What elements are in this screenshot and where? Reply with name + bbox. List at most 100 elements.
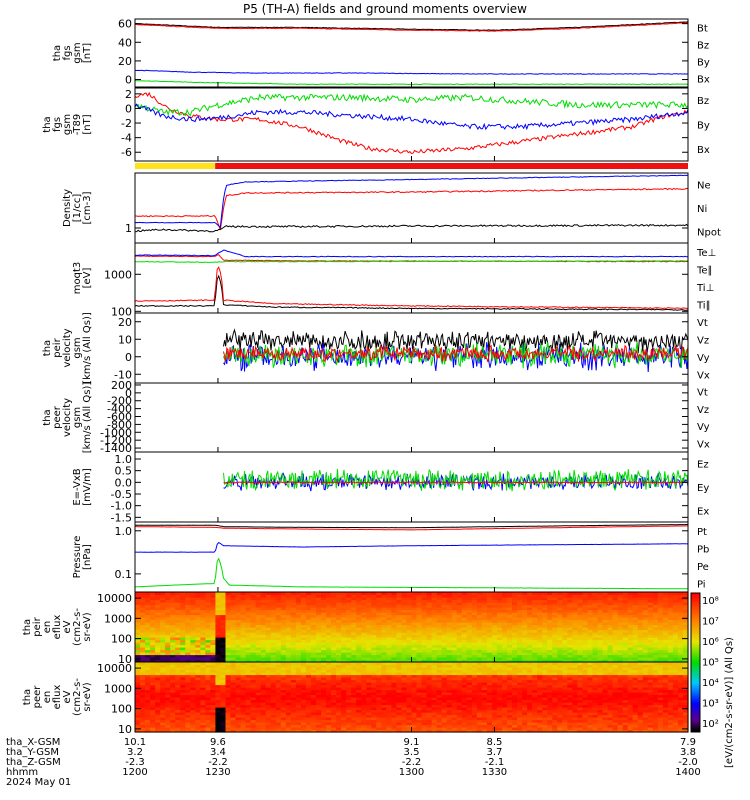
spectrogram-cell (662, 642, 669, 646)
ytick-label: 1.0 (115, 453, 133, 466)
spectrogram-cell (471, 629, 478, 633)
spectrogram-cell (381, 609, 387, 613)
spectrogram-cell (295, 717, 302, 721)
spectrogram-cell (416, 647, 423, 651)
spectrogram-cell (150, 602, 156, 606)
spectrogram-cell (185, 669, 191, 673)
spectrogram-cell (280, 647, 287, 651)
spectrogram-cell (416, 617, 423, 621)
spectrogram-cell (310, 712, 317, 716)
spectrogram-cell (180, 649, 186, 653)
spectrogram-cell (155, 664, 161, 668)
spectrogram-cell (240, 709, 247, 713)
spectrogram-cell (260, 707, 267, 711)
spectrogram-cell (140, 712, 146, 716)
spectrogram-cell (386, 627, 392, 631)
spectrogram-cell (215, 609, 222, 613)
spectrogram-cell (265, 674, 272, 678)
spectrogram-cell (491, 614, 498, 618)
spectrogram-cell (532, 634, 538, 638)
spectrogram-cell (160, 704, 166, 708)
ylabel: tha peir en eflux eV (cm2-s-sr-eV) (22, 608, 93, 646)
spectrogram-cell (300, 679, 307, 683)
spectrogram-cell (642, 637, 649, 641)
spectrogram-cell (250, 682, 257, 686)
spectrogram-cell (310, 627, 317, 631)
spectrogram-cell (376, 687, 382, 691)
spectrogram-cell (592, 604, 599, 608)
spectrogram-cell (235, 687, 242, 691)
spectrogram-cell (602, 657, 609, 661)
spectrogram-cell (165, 677, 171, 681)
spectrogram-cell (260, 617, 267, 621)
spectrogram-cell (220, 709, 227, 713)
spectrogram-cell (597, 607, 604, 611)
spectrogram-cell (491, 637, 498, 641)
spectrogram-cell (190, 684, 196, 688)
spectrogram-cell (170, 612, 176, 616)
spectrogram-cell (220, 617, 227, 621)
spectrogram-cell (170, 597, 176, 601)
spectrogram-cell (150, 704, 156, 708)
spectrogram-cell (321, 619, 327, 623)
spectrogram-cell (155, 682, 161, 686)
spectrogram-cell (466, 604, 473, 608)
spectrogram-cell (200, 724, 206, 728)
spectrogram-cell (542, 607, 548, 611)
ytick-label: 10000 (97, 592, 132, 605)
spectrogram-cell (376, 662, 382, 666)
spectrogram-cell (336, 664, 342, 668)
spectrogram-cell (331, 624, 337, 628)
spectrogram-cell (331, 684, 337, 688)
spectrogram-cell (381, 729, 387, 733)
spectrogram-cell (426, 599, 433, 603)
spectrogram-cell (195, 602, 201, 606)
spectrogram-cell (517, 622, 523, 626)
spectrogram-cell (456, 639, 463, 643)
spectrogram-cell (235, 624, 242, 628)
ylabel-line: -T89 (72, 114, 83, 136)
spectrogram-cell (406, 602, 413, 606)
spectrogram-cell (170, 634, 176, 638)
spectrogram-cell (225, 644, 232, 648)
spectrogram-cell (285, 684, 292, 688)
spectrogram-cell (391, 602, 398, 606)
spectrogram-cell (331, 604, 337, 608)
spectrogram-cell (421, 662, 428, 666)
spectrogram-cell (240, 604, 247, 608)
spectrogram-cell (305, 654, 312, 658)
spectrogram-cell (582, 657, 589, 661)
spectrogram-cell (305, 652, 312, 656)
spectrogram-cell (456, 604, 463, 608)
spectrogram-cell (205, 659, 212, 663)
spectrogram-cell (411, 632, 418, 636)
spectrogram-cell (416, 714, 423, 718)
spectrogram-cell (386, 687, 392, 691)
spectrogram-cell (290, 639, 297, 643)
spectrogram-cell (476, 622, 483, 626)
spectrogram-cell (150, 639, 156, 643)
spectrogram-cell (260, 677, 267, 681)
spectrogram-cell (466, 597, 473, 601)
spectrogram-cell (597, 617, 604, 621)
spectrogram-cell (481, 644, 488, 648)
spectrogram-cell (637, 607, 644, 611)
spectrogram-cell (180, 614, 186, 618)
spectrogram-cell (280, 649, 287, 653)
spectrogram-cell (195, 667, 201, 671)
spectrogram-cell (175, 712, 181, 716)
spectrogram-cell (411, 602, 418, 606)
spectrogram-cell (491, 609, 498, 613)
spectrogram-cell (517, 659, 523, 663)
spectrogram-cell (185, 724, 191, 728)
spectrogram-cell (396, 627, 403, 631)
spectrogram-cell (321, 729, 327, 733)
spectrogram-cell (200, 714, 206, 718)
spectrogram-cell (351, 697, 357, 701)
spectrogram-cell (170, 724, 176, 728)
spectrogram-cell (557, 612, 563, 616)
spectrogram-cell (662, 657, 669, 661)
spectrogram-cell (300, 714, 307, 718)
spectrogram-cell (657, 652, 664, 656)
spectrogram-cell (406, 597, 413, 601)
